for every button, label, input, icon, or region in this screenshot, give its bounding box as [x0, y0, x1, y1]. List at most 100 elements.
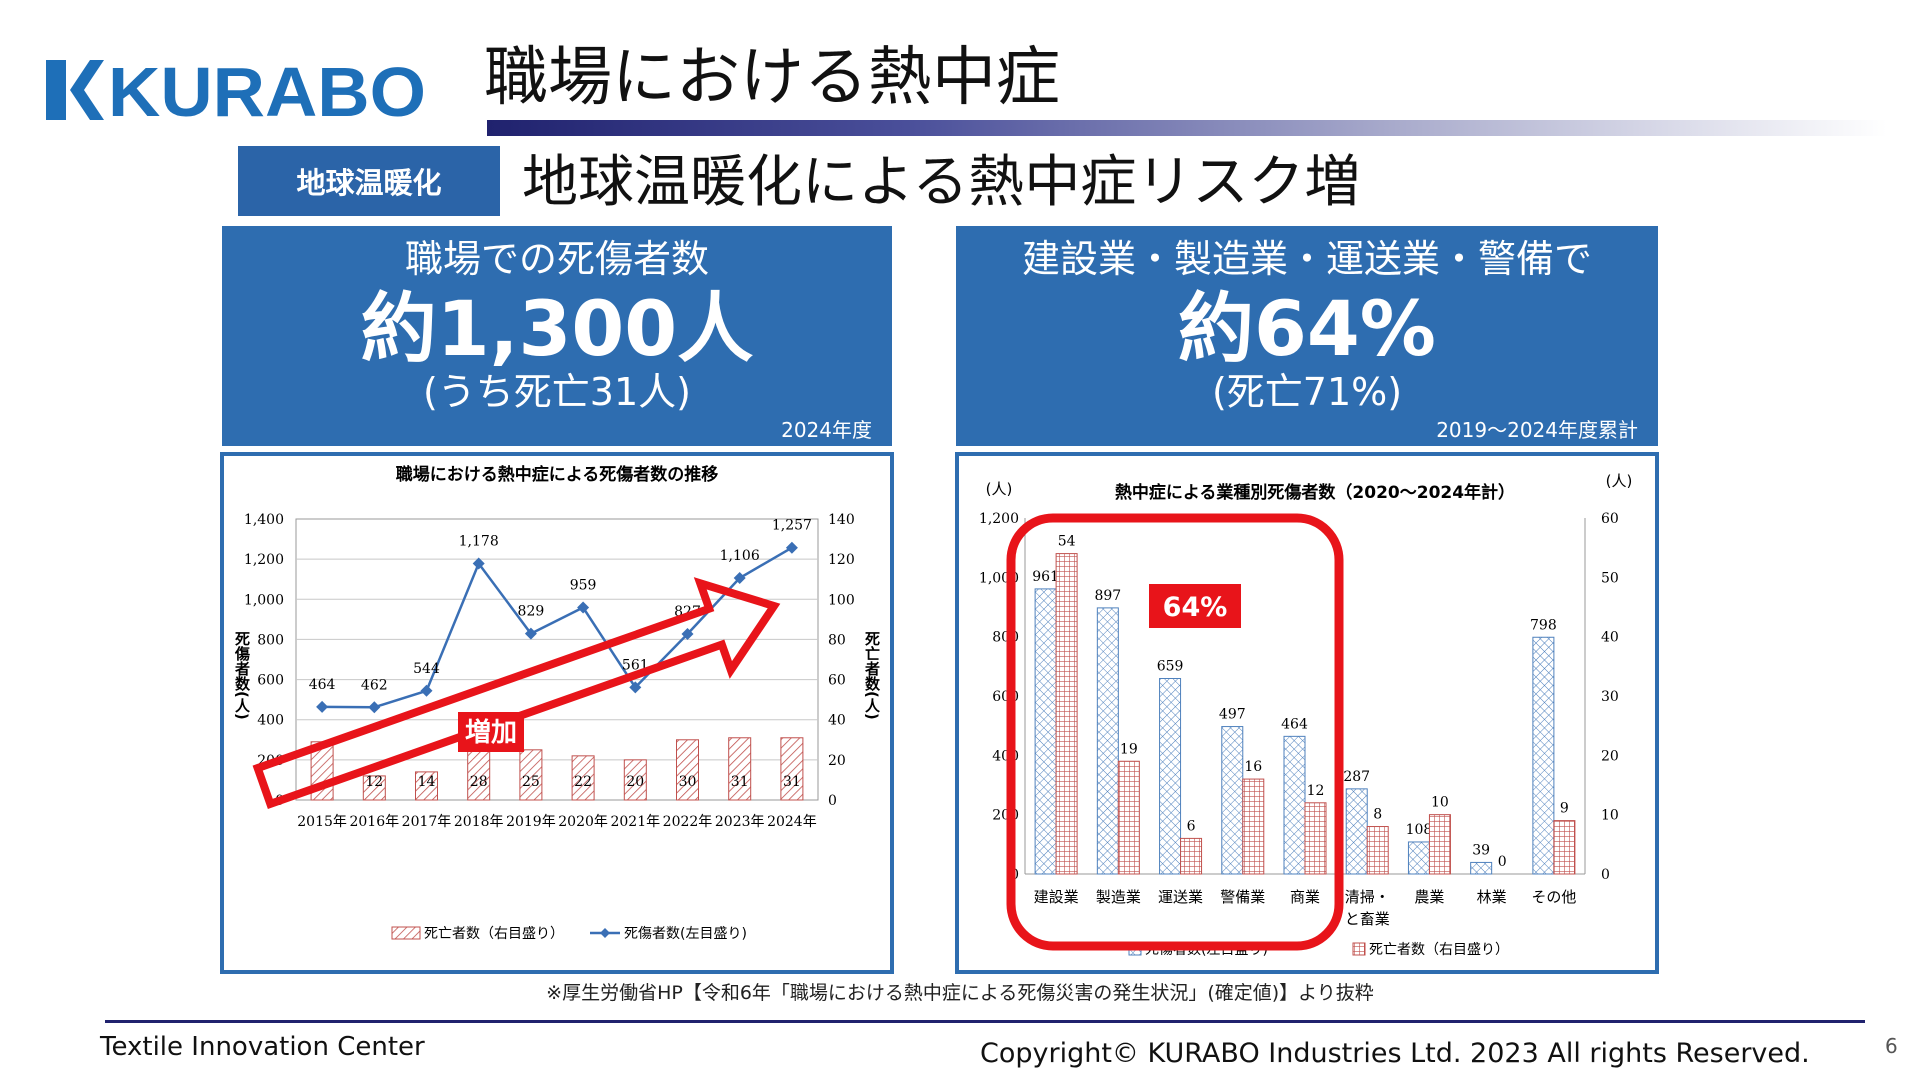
x-tick: 農業: [1414, 888, 1444, 906]
annotation-label: 増加: [465, 718, 517, 748]
source-note: ※厚生労働省HP【令和6年「職場における熱中症による死傷災害の発生状況」(確定値…: [546, 982, 1374, 1004]
y-tick-right: 20: [828, 753, 846, 769]
line-marker: [420, 684, 433, 697]
stat-heading: 職場での死傷者数: [404, 237, 709, 281]
bar-label-deaths: 6: [1187, 818, 1196, 834]
stat-note: 2019～2024年度累計: [1436, 418, 1638, 442]
legend-marker: [600, 928, 610, 938]
bar-label: 20: [626, 774, 644, 790]
trend-arrow-shape: [252, 577, 781, 810]
line-label: 464: [309, 677, 336, 693]
bar-label-casualties: 897: [1094, 588, 1121, 604]
bar-label: 12: [365, 774, 383, 790]
y-tick-right: 0: [1601, 867, 1610, 883]
y-tick-right: 40: [828, 713, 846, 729]
bar-casualties: [1532, 636, 1555, 875]
stat-box-industries: 建設業・製造業・運送業・警備で 約64% (死亡71%) 2019～2024年度…: [956, 226, 1658, 446]
bar-deaths: [467, 743, 491, 801]
bar-deaths: [1553, 820, 1576, 875]
bar-label-casualties: 287: [1343, 769, 1370, 785]
y-tick-right: 40: [1601, 630, 1619, 646]
bar-label: 31: [731, 774, 749, 790]
y-tick-right: 10: [1601, 808, 1619, 824]
y-tick-right: 100: [828, 592, 855, 608]
bar-deaths: [728, 737, 752, 801]
x-tick: その他: [1531, 888, 1576, 906]
line-label: 829: [518, 604, 545, 620]
y-tick-right: 60: [1601, 511, 1619, 527]
stat-subvalue: (死亡71%): [1211, 370, 1403, 414]
annotation-badge: [1149, 584, 1241, 628]
bar-casualties: [1345, 788, 1368, 875]
y-tick-right: 30: [1601, 689, 1619, 705]
bar-deaths: [1117, 760, 1140, 875]
y-tick-left: 1,400: [244, 512, 284, 528]
bar-casualties: [1034, 588, 1057, 875]
page-title: 職場における熱中症: [484, 41, 1060, 115]
x-tick: 警備業: [1220, 888, 1265, 906]
legend-label: 死傷者数(左目盛り): [624, 926, 747, 942]
y-tick-right: 20: [1601, 748, 1619, 764]
y-tick-left: 1,200: [979, 511, 1019, 527]
line-label: 1,106: [720, 548, 760, 564]
bar-deaths: [571, 755, 595, 801]
line-marker: [733, 572, 746, 585]
y-tick-right: 120: [828, 552, 855, 568]
bar-deaths: [519, 749, 543, 801]
bar-deaths: [1366, 826, 1389, 875]
x-tick: 製造業: [1096, 888, 1141, 906]
bar-casualties: [1221, 726, 1244, 875]
line-marker: [316, 700, 329, 713]
bar-label: 30: [679, 774, 697, 790]
stat-heading: 建設業・製造業・運送業・警備で: [1021, 237, 1592, 281]
footer-org: Textile Innovation Center: [100, 1032, 425, 1062]
x-tick: 2018年: [454, 814, 504, 830]
y-tick-right: 50: [1601, 570, 1619, 586]
y-tick-left: 1,000: [244, 592, 284, 608]
y-tick-left: 600: [257, 673, 284, 689]
bar-label-casualties: 798: [1530, 617, 1557, 633]
bar-deaths: [415, 771, 438, 801]
line-marker: [524, 627, 537, 640]
y-tick-left: 1,200: [244, 552, 284, 568]
page-number: 6: [1885, 1034, 1898, 1058]
x-tick: 2024年: [767, 814, 817, 830]
bar-deaths: [1428, 814, 1451, 875]
bar-label: 14: [418, 774, 436, 790]
bar-label-deaths: 8: [1373, 807, 1382, 823]
x-tick: 2022年: [663, 814, 713, 830]
x-tick: 2021年: [610, 814, 660, 830]
line-marker: [681, 628, 694, 641]
x-tick: 2015年: [297, 814, 347, 830]
chart-title: 職場における熱中症による死傷者数の推移: [396, 464, 719, 485]
plot-area: [295, 518, 819, 801]
legend-label: 死亡者数（右目盛り）: [424, 926, 564, 942]
x-tick: 2017年: [402, 814, 452, 830]
bar-casualties: [1407, 841, 1430, 875]
bar-deaths: [362, 775, 386, 801]
bar-label-deaths: 54: [1058, 534, 1076, 550]
logo-text: KURABO: [108, 56, 426, 124]
y-tick-left: 800: [257, 632, 284, 648]
bar-deaths: [1304, 802, 1327, 875]
section-subtitle: 地球温暖化による熱中症リスク増: [522, 150, 1361, 215]
bar-casualties: [1470, 861, 1493, 875]
footer-divider: [105, 1020, 1865, 1023]
line-marker: [472, 557, 485, 570]
bar-casualties: [1159, 677, 1182, 875]
chart-frame-industry: 熱中症による業種別死傷者数（2020～2024年計） (人) (人) 0 200 400 6…: [955, 452, 1659, 974]
bar-deaths: [676, 739, 699, 801]
section-tag: 地球温暖化: [238, 146, 500, 216]
y-tick-right: 0: [828, 793, 837, 809]
y-axis-label-right: 死亡者数(人): [863, 631, 881, 720]
legend-swatch-deaths: [1352, 942, 1366, 956]
y-axis-label-right: (人): [1606, 472, 1633, 490]
line-label: 1,257: [772, 518, 812, 534]
highlight-box: [1006, 513, 1344, 951]
bar-deaths: [780, 737, 804, 801]
bar-label-deaths: 0: [1498, 854, 1507, 870]
bar-label: 28: [470, 774, 488, 790]
x-tick: 2016年: [349, 814, 399, 830]
bar-casualties: [1096, 607, 1119, 875]
bar-label-casualties: 108: [1406, 822, 1433, 838]
